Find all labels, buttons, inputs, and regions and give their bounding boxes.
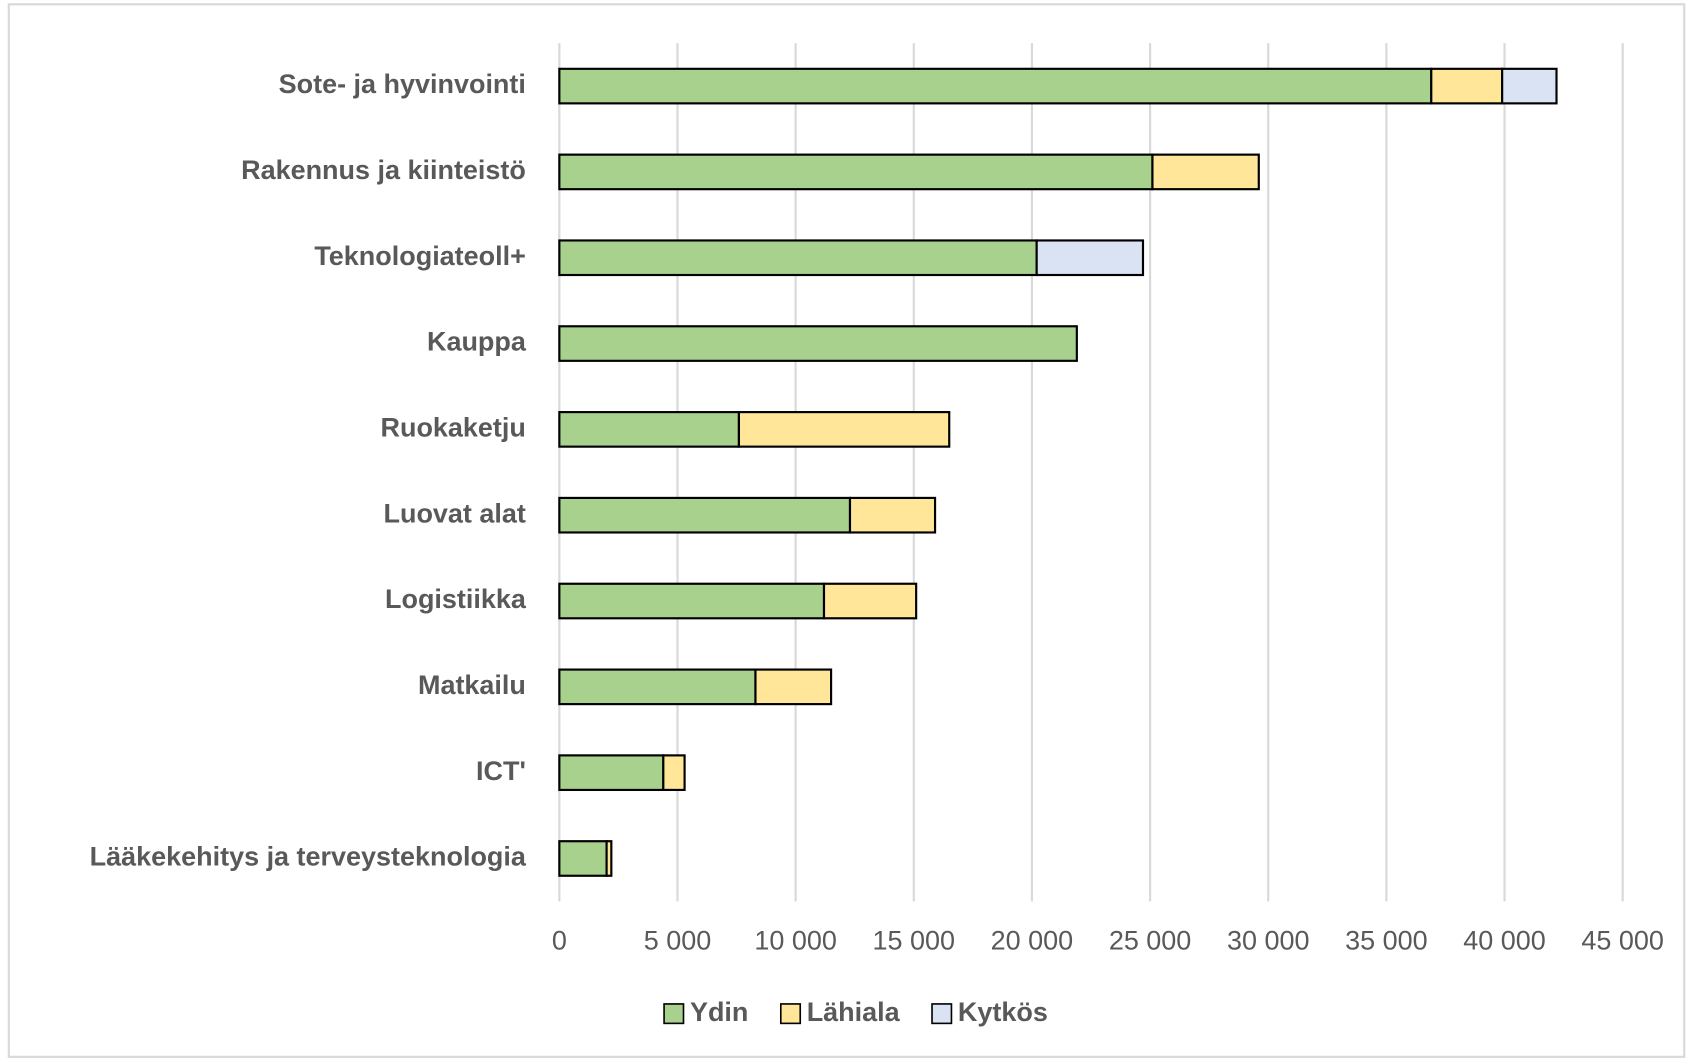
x-tick-label: 20 000 xyxy=(991,926,1074,956)
bar-segment xyxy=(558,668,757,706)
x-tick-label: 30 000 xyxy=(1227,926,1310,956)
y-tick-label: Luovat alat xyxy=(384,498,526,528)
bar-segment xyxy=(558,840,608,877)
y-tick-label: Ruokaketju xyxy=(381,413,526,443)
bar-segment xyxy=(558,153,1154,191)
x-tick-label: 15 000 xyxy=(873,926,956,956)
bar-segment xyxy=(1430,67,1504,105)
bar-segment xyxy=(1151,153,1260,191)
y-tick-label: Lääkekehitys ja terveysteknologia xyxy=(90,842,527,872)
bar-segment xyxy=(848,496,937,534)
bar-segment xyxy=(662,754,686,792)
y-tick-label: Rakennus ja kiinteistö xyxy=(241,155,526,185)
bar-segment xyxy=(754,668,833,706)
bar-segment xyxy=(1035,239,1145,277)
legend-label: Ydin xyxy=(690,997,748,1027)
bar-segment xyxy=(558,67,1433,105)
y-tick-label: Kauppa xyxy=(427,327,527,357)
bar-segment xyxy=(558,325,1078,362)
chart-border xyxy=(7,3,1686,1058)
x-tick-label: 40 000 xyxy=(1463,926,1545,956)
y-tick-label: Teknologiateoll+ xyxy=(314,241,526,271)
x-tick-label: 25 000 xyxy=(1109,926,1192,956)
y-tick-label: Sote- ja hyvinvointi xyxy=(279,69,526,99)
legend-swatch xyxy=(779,1003,802,1025)
x-tick-label: 10 000 xyxy=(754,926,837,956)
bar-segment xyxy=(822,582,918,620)
x-tick-label: 35 000 xyxy=(1345,926,1428,956)
y-tick-label: ICT' xyxy=(476,756,526,786)
y-tick-label: Matkailu xyxy=(418,670,526,700)
bar-segment xyxy=(558,582,826,620)
legend-swatch xyxy=(663,1003,685,1025)
bar-segment xyxy=(1501,67,1558,105)
bar-segment xyxy=(558,239,1038,277)
bar-segment xyxy=(558,496,852,534)
legend-swatch xyxy=(931,1003,953,1025)
bar-segment xyxy=(737,411,951,448)
bar-segment xyxy=(558,754,665,792)
y-tick-label: Logistiikka xyxy=(385,584,527,614)
legend-label: Lähiala xyxy=(807,997,901,1027)
bar-segment xyxy=(558,411,741,448)
x-tick-label: 5 000 xyxy=(644,926,711,956)
legend-label: Kytkös xyxy=(958,997,1048,1027)
x-tick-label: 0 xyxy=(552,926,567,956)
bar-segment xyxy=(605,840,613,877)
x-tick-label: 45 000 xyxy=(1581,926,1663,956)
